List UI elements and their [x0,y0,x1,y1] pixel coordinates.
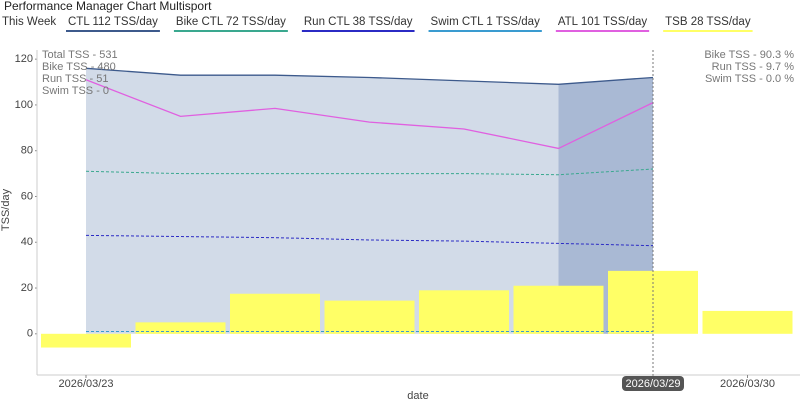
bar [41,333,131,348]
bar [419,290,509,334]
series-line [85,79,654,150]
annotation: Bike TSS - 90.3 % [704,49,794,61]
bar [135,322,226,334]
annotation: Run TSS - 51 [42,73,108,85]
x-axis-label: date [407,390,428,402]
bar [513,285,604,334]
series-line [85,168,654,176]
y-tick-label: 40 [21,236,33,248]
y-axis-label: TSS/day [0,188,12,231]
legend-entry: CTL 112 TSS/day [68,16,158,28]
annotation: Run TSS - 9.7 % [712,61,795,73]
legend-entry: Swim CTL 1 TSS/day [431,16,541,28]
area-highlight [558,77,653,334]
bar [324,300,415,334]
x-tick-label: 2026/03/29 [625,378,680,390]
y-tick-label: 20 [21,282,33,294]
annotation: Swim TSS - 0 [42,85,109,97]
y-tick-label: 0 [27,328,33,340]
annotation: Swim TSS - 0.0 % [705,73,794,85]
x-tick-label: 2026/03/30 [720,378,775,390]
area-fill [86,68,653,334]
annotation: Total TSS - 531 [42,49,118,61]
legend-entry: Run CTL 38 TSS/day [304,16,413,28]
y-tick-label: 80 [21,145,33,157]
x-tick-highlight [622,376,684,391]
chart-title: Performance Manager Chart Multisport [4,0,212,13]
legend-label: This Week [2,16,56,28]
y-tick-label: 60 [21,190,33,202]
y-tick-label: 100 [15,99,33,111]
series-line [85,234,654,247]
x-tick-label: 2026/03/23 [58,378,113,390]
bar [230,293,320,334]
bar [702,310,793,334]
legend-entry: ATL 101 TSS/day [558,16,648,28]
y-tick-label: 120 [15,53,33,65]
legend-entry: Bike CTL 72 TSS/day [176,16,286,28]
annotation: Bike TSS - 480 [42,61,116,73]
legend-entry: TSB 28 TSS/day [665,16,751,28]
series-line [85,67,654,85]
